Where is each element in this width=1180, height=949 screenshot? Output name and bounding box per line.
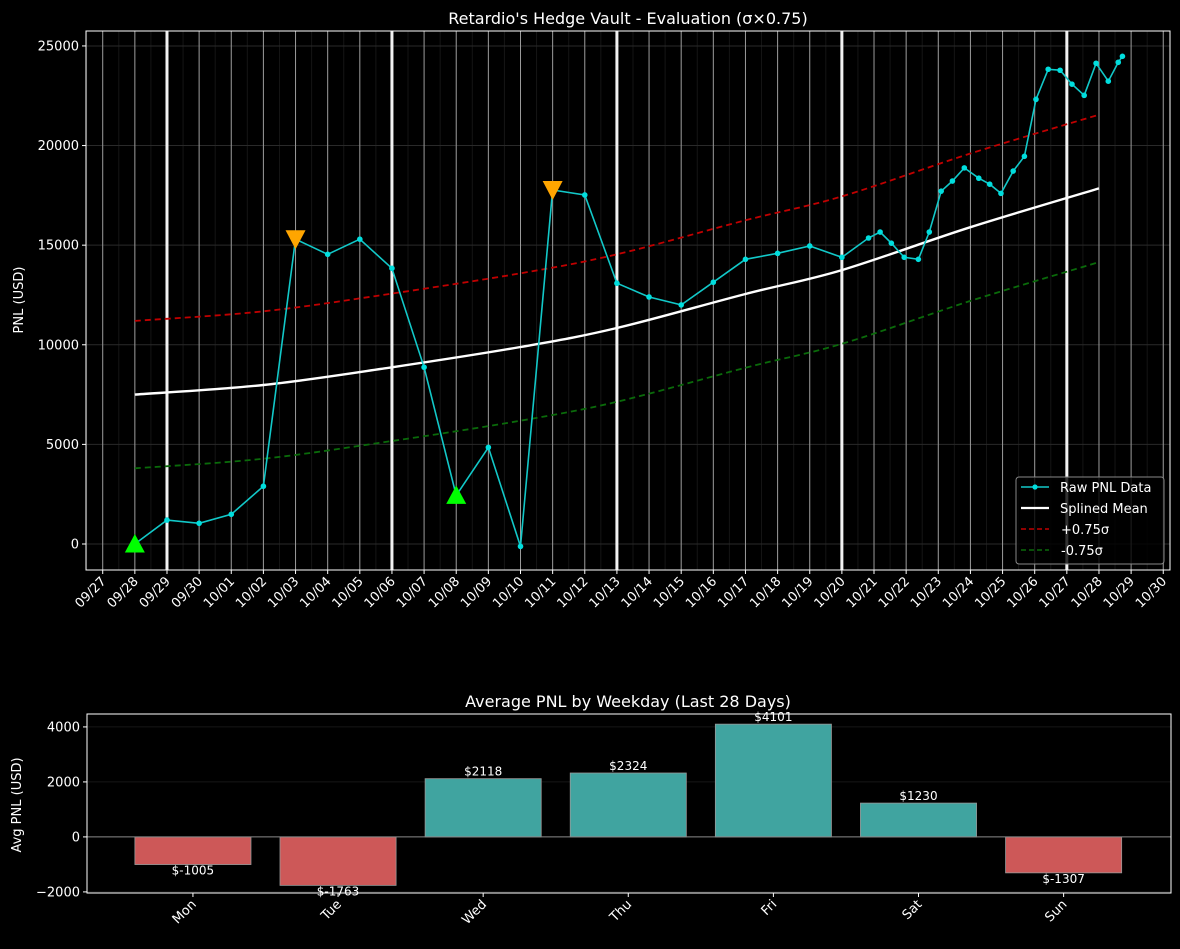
- raw-pnl-point: [1033, 96, 1039, 103]
- sell-signal-marker: [542, 180, 563, 200]
- raw-pnl-point: [517, 543, 524, 550]
- y-tick-label: 5000: [46, 438, 79, 453]
- raw-pnl-point: [228, 511, 235, 518]
- raw-pnl-point: [485, 444, 492, 451]
- pnl-chart-frame: [85, 30, 1171, 571]
- raw-pnl-point: [742, 256, 749, 263]
- y-tick-label: −2000: [36, 885, 80, 900]
- bar-data-label: $-1307: [1042, 872, 1085, 886]
- pnl-chart-trade-markers: [124, 180, 563, 553]
- raw-pnl-point: [196, 520, 202, 527]
- raw-pnl-point: [877, 229, 883, 235]
- weekday-chart-bars: $-1005 $-1763 $2118 $2324 $4101 $1230 $-1307: [87, 710, 1171, 898]
- pnl-chart-legend: Raw PNL Data Splined Mean +0.75σ -0.75σ: [1015, 476, 1165, 565]
- pnl-chart-y-axis-label: PNL (USD): [12, 267, 27, 334]
- raw-pnl-point: [926, 229, 933, 235]
- sell-signal-marker: [285, 230, 306, 250]
- raw-pnl-point: [260, 483, 267, 490]
- raw-pnl-point: [1105, 78, 1112, 85]
- bar-data-label: $2118: [464, 765, 502, 779]
- y-tick-label: 10000: [38, 338, 79, 353]
- weekday-bar: [424, 778, 542, 838]
- raw-pnl-point: [1069, 81, 1075, 87]
- y-tick-label: 2000: [47, 775, 80, 790]
- raw-pnl-point: [1081, 92, 1087, 99]
- bar-data-label: $-1005: [172, 864, 215, 878]
- raw-pnl-point: [975, 175, 982, 182]
- weekday-chart-y-axis-label: Avg PNL (USD): [10, 757, 25, 852]
- buy-signal-marker: [124, 534, 145, 553]
- raw-pnl-point: [324, 251, 331, 258]
- raw-pnl-point: [1093, 60, 1099, 67]
- legend-lower-label: -0.75σ: [1061, 544, 1103, 559]
- raw-pnl-point: [901, 254, 908, 261]
- weekday-bar: [279, 836, 397, 886]
- raw-pnl-point: [774, 250, 781, 257]
- raw-pnl-point: [865, 235, 872, 241]
- raw-pnl-point: [888, 240, 895, 246]
- splined-mean-line: [134, 187, 1100, 396]
- raw-pnl-point: [1115, 59, 1122, 66]
- raw-pnl-point: [938, 188, 944, 194]
- raw-pnl-point: [806, 243, 813, 249]
- weekday-bar: [1005, 836, 1123, 874]
- raw-pnl-point: [1045, 66, 1051, 73]
- upper-band-line: [134, 113, 1100, 322]
- weekday-bar-chart: Average PNL by Weekday (Last 28 Days) Av…: [10, 692, 1172, 928]
- legend-mean-label: Splined Mean: [1060, 502, 1148, 517]
- raw-pnl-line: [134, 55, 1124, 547]
- pnl-chart-title: Retardio's Hedge Vault - Evaluation (σ×0…: [448, 9, 807, 28]
- raw-pnl-point: [389, 265, 395, 272]
- raw-pnl-point: [646, 294, 652, 300]
- raw-pnl-point: [949, 178, 956, 184]
- weekday-bar: [134, 836, 252, 865]
- raw-pnl-point: [998, 190, 1004, 197]
- legend-box: [1015, 476, 1165, 565]
- bar-data-label: $-1763: [317, 884, 360, 898]
- bar-data-label: $4101: [754, 710, 792, 724]
- legend-raw-marker: [1032, 484, 1038, 490]
- buy-signal-marker: [446, 485, 467, 504]
- raw-pnl-point: [1119, 53, 1126, 60]
- raw-pnl-point: [986, 181, 993, 188]
- raw-pnl-point: [357, 236, 363, 242]
- raw-pnl-point: [614, 280, 620, 287]
- raw-pnl-point: [710, 279, 717, 286]
- raw-pnl-point: [164, 517, 170, 523]
- lower-band-line: [134, 261, 1100, 470]
- legend-upper-label: +0.75σ: [1061, 523, 1109, 538]
- bar-data-label: $1230: [899, 789, 937, 803]
- raw-pnl-point: [581, 192, 588, 198]
- y-tick-label: 0: [72, 830, 80, 845]
- legend-raw-label: Raw PNL Data: [1060, 481, 1151, 496]
- weekday-bar: [569, 772, 687, 838]
- raw-pnl-point: [839, 254, 845, 261]
- weekday-chart-frame: [86, 713, 1172, 894]
- raw-pnl-point: [961, 165, 968, 171]
- weekday-chart-title: Average PNL by Weekday (Last 28 Days): [465, 692, 791, 711]
- raw-pnl-point: [421, 364, 427, 371]
- y-tick-label: 0: [71, 538, 79, 553]
- y-tick-label: 25000: [38, 39, 79, 54]
- raw-pnl-point: [915, 256, 922, 263]
- raw-pnl-point: [1010, 168, 1016, 174]
- y-tick-label: 20000: [38, 139, 79, 154]
- bar-data-label: $2324: [609, 759, 647, 773]
- weekday-bar: [714, 723, 832, 838]
- raw-pnl-point: [678, 302, 684, 308]
- raw-pnl-point: [1057, 67, 1063, 74]
- weekday-bar: [860, 802, 977, 838]
- raw-pnl-point: [1021, 153, 1028, 160]
- y-tick-label: 15000: [38, 239, 79, 254]
- y-tick-label: 4000: [47, 720, 80, 735]
